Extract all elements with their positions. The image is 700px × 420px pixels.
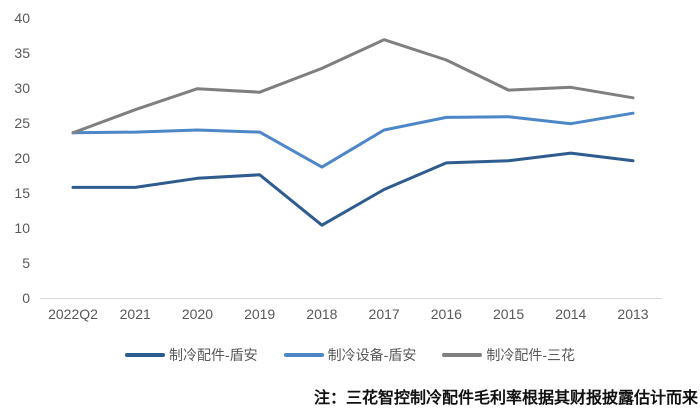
legend-item: 制冷配件-盾安 [124,345,258,365]
x-axis-tick-label: 2013 [617,306,649,322]
y-axis-tick-label: 40 [14,10,30,26]
y-axis-tick-label: 20 [14,150,30,166]
x-axis-tick-label: 2016 [430,306,462,322]
legend-item: 制冷设备-盾安 [283,345,417,365]
x-axis-tick-label: 2019 [244,306,276,322]
x-axis-labels: 2022Q2 2021 2020 2019 2018 2017 2016 2015 2014 20… [0,306,700,326]
y-axis-tick-label: 0 [22,290,30,306]
y-axis-tick-label: 5 [22,255,30,271]
y-axis-tick-label: 35 [14,45,30,61]
x-axis-tick-label: 2014 [555,306,587,322]
x-axis-tick-label: 2015 [492,306,525,322]
series-line-0 [71,151,635,227]
x-axis-tick-label: 2021 [119,306,151,322]
legend-line-swatch [124,353,165,357]
series-line-2 [71,38,635,135]
x-axis-tick-label: 2020 [181,306,214,322]
legend-label: 制冷配件-盾安 [168,347,258,363]
y-axis-tick-label: 30 [14,80,30,96]
legend-item: 制冷配件-三花 [442,345,575,365]
y-axis-tick-label: 10 [14,220,30,236]
x-axis-tick-label: 2017 [368,306,400,322]
legend: 制冷配件-盾安 制冷设备-盾安 制冷配件-三花 [0,345,700,365]
y-axis-tick-label: 25 [14,115,30,131]
legend-label: 制冷设备-盾安 [327,347,417,363]
legend-label: 制冷配件-三花 [486,347,575,363]
x-axis-line [40,298,662,299]
legend-line-swatch [283,353,324,357]
x-axis-tick-label: 2022Q2 [48,306,98,322]
y-axis-tick-label: 15 [14,185,30,201]
y-axis-labels: 0 5 10 15 20 25 30 35 40 [0,0,30,320]
legend-line-swatch [442,353,483,357]
x-axis-tick-label: 2018 [306,306,338,322]
series-line-1 [71,111,635,169]
footnote: 注：三花智控制冷配件毛利率根据其财报披露估计而来 [313,390,698,407]
